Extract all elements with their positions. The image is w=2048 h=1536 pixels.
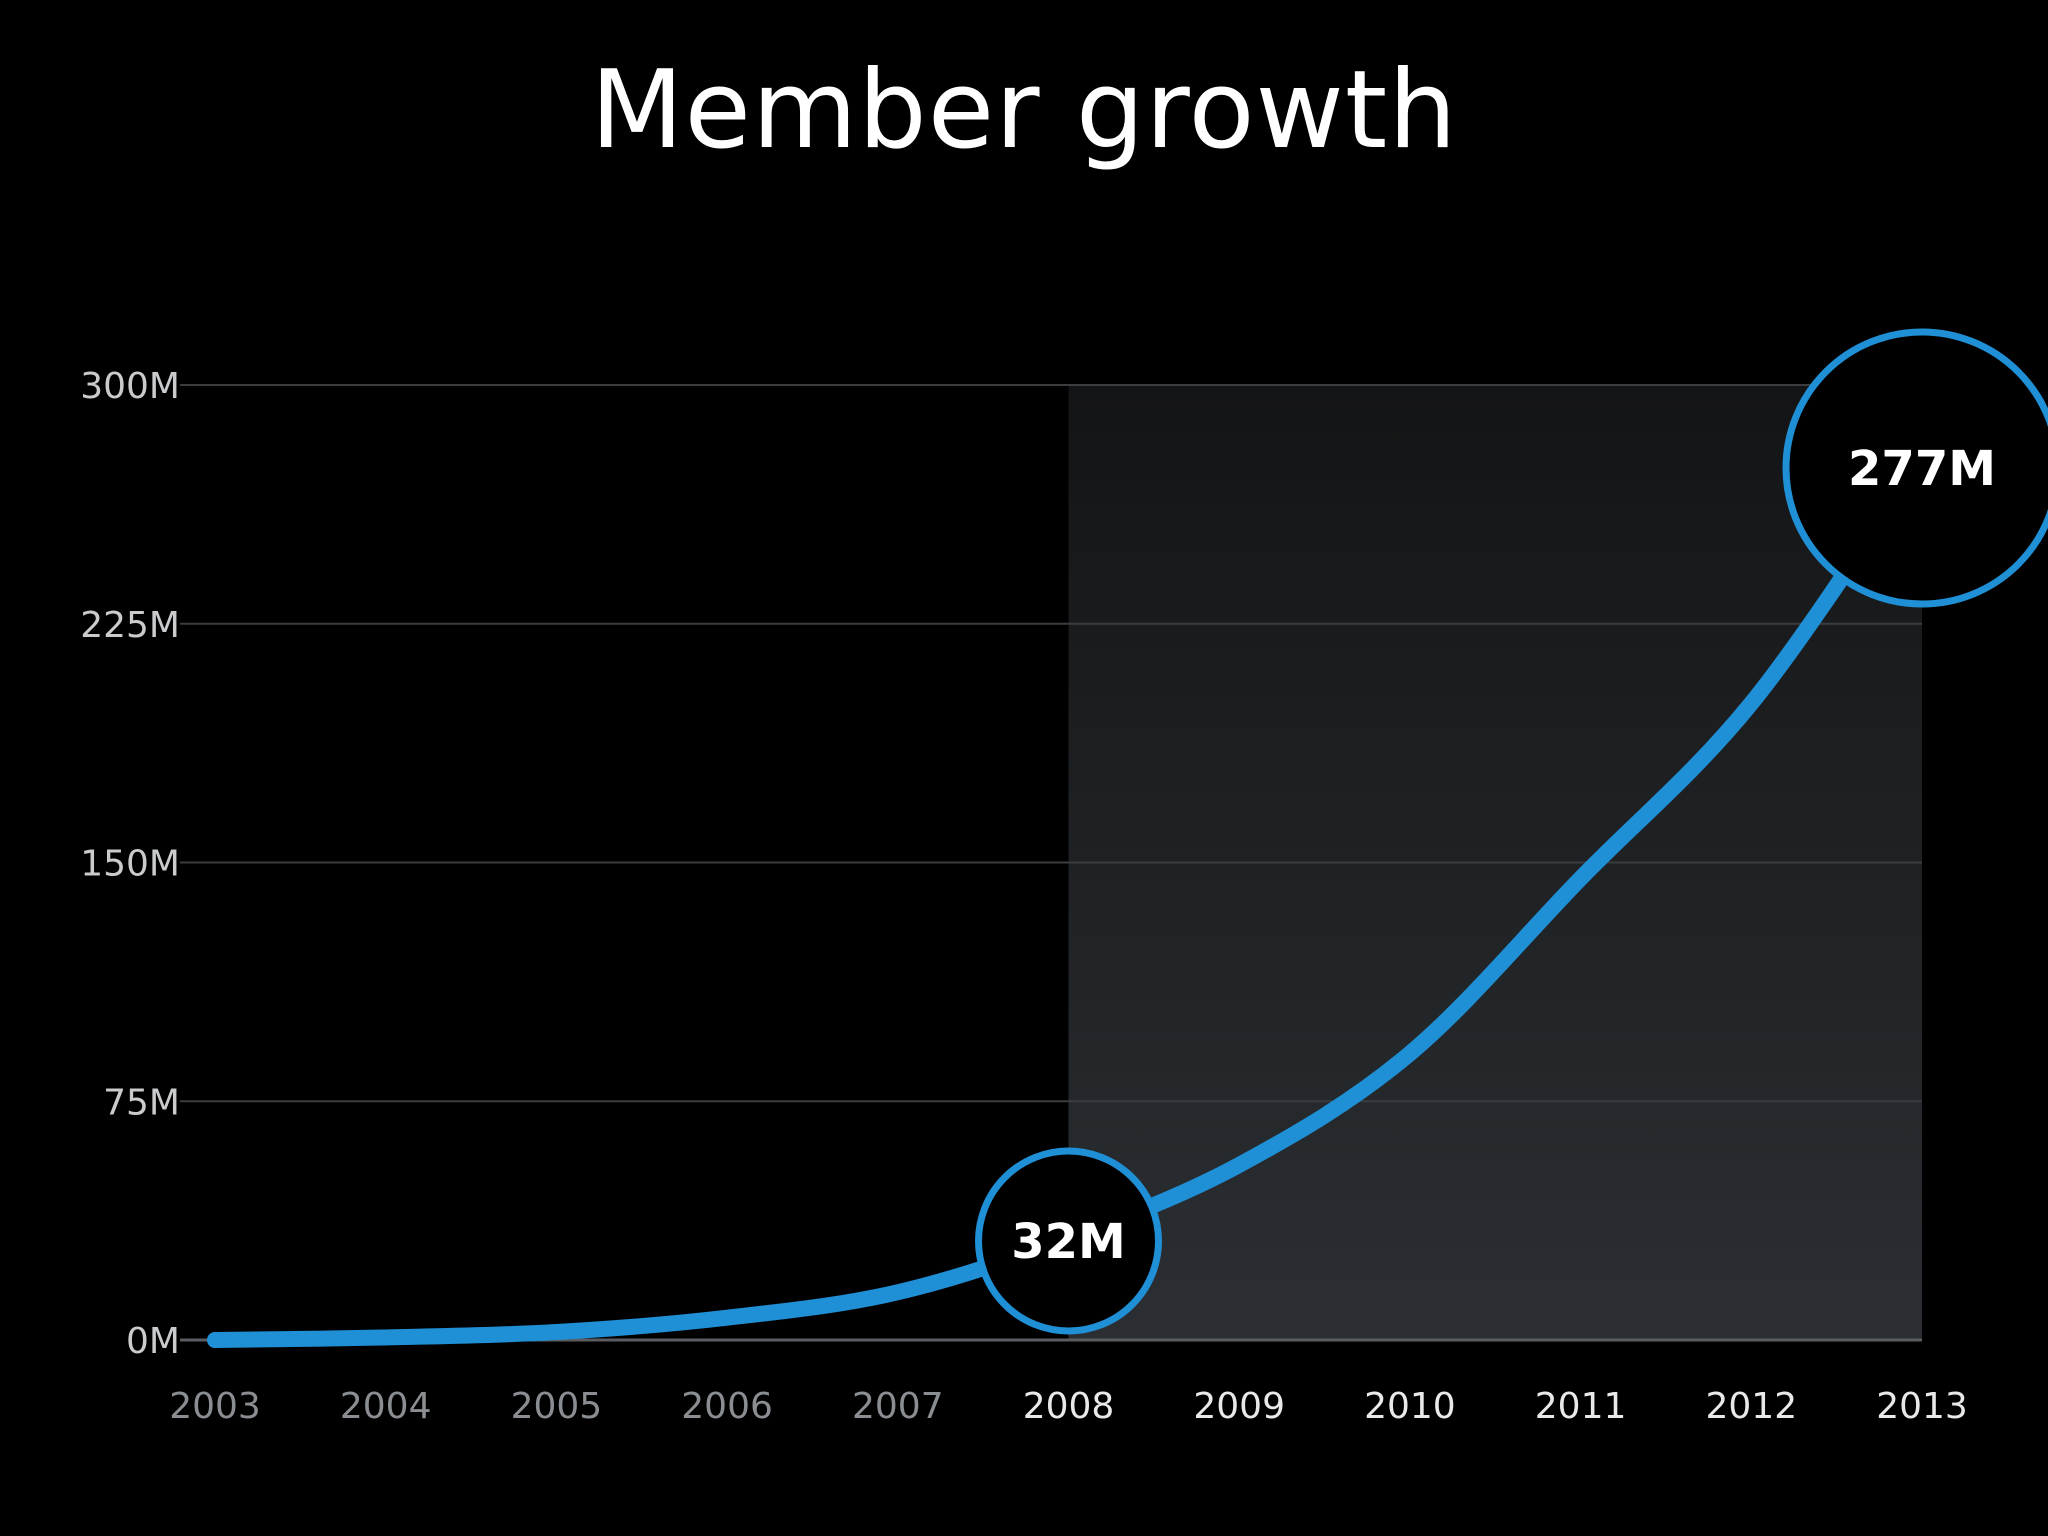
x-tick-label: 2007 (852, 1386, 944, 1427)
y-tick-label: 225M (80, 605, 180, 646)
x-tick-label: 2005 (511, 1386, 603, 1427)
x-tick-label: 2011 (1535, 1386, 1627, 1427)
y-tick-label: 0M (126, 1321, 180, 1362)
bubble-circle (975, 1147, 1162, 1335)
x-tick-label: 2012 (1705, 1386, 1797, 1427)
x-tick-label: 2009 (1193, 1386, 1285, 1427)
x-tick-label: 2008 (1023, 1386, 1115, 1427)
annotation-bubble: 32M (975, 1147, 1162, 1335)
x-tick-label: 2003 (169, 1386, 261, 1427)
x-tick-label: 2006 (681, 1386, 773, 1427)
chart-title: Member growth (590, 48, 1458, 173)
y-tick-label: 75M (103, 1082, 180, 1123)
bubble-circle (1782, 328, 2048, 608)
y-tick-label: 300M (80, 366, 180, 407)
x-tick-label: 2004 (340, 1386, 432, 1427)
x-tick-label: 2013 (1876, 1386, 1968, 1427)
annotation-bubble: 277M (1782, 328, 2048, 608)
y-tick-label: 150M (80, 844, 180, 885)
bubble-label: 32M (1011, 1214, 1126, 1270)
bubble-label: 277M (1848, 441, 1996, 497)
x-tick-label: 2010 (1364, 1386, 1456, 1427)
